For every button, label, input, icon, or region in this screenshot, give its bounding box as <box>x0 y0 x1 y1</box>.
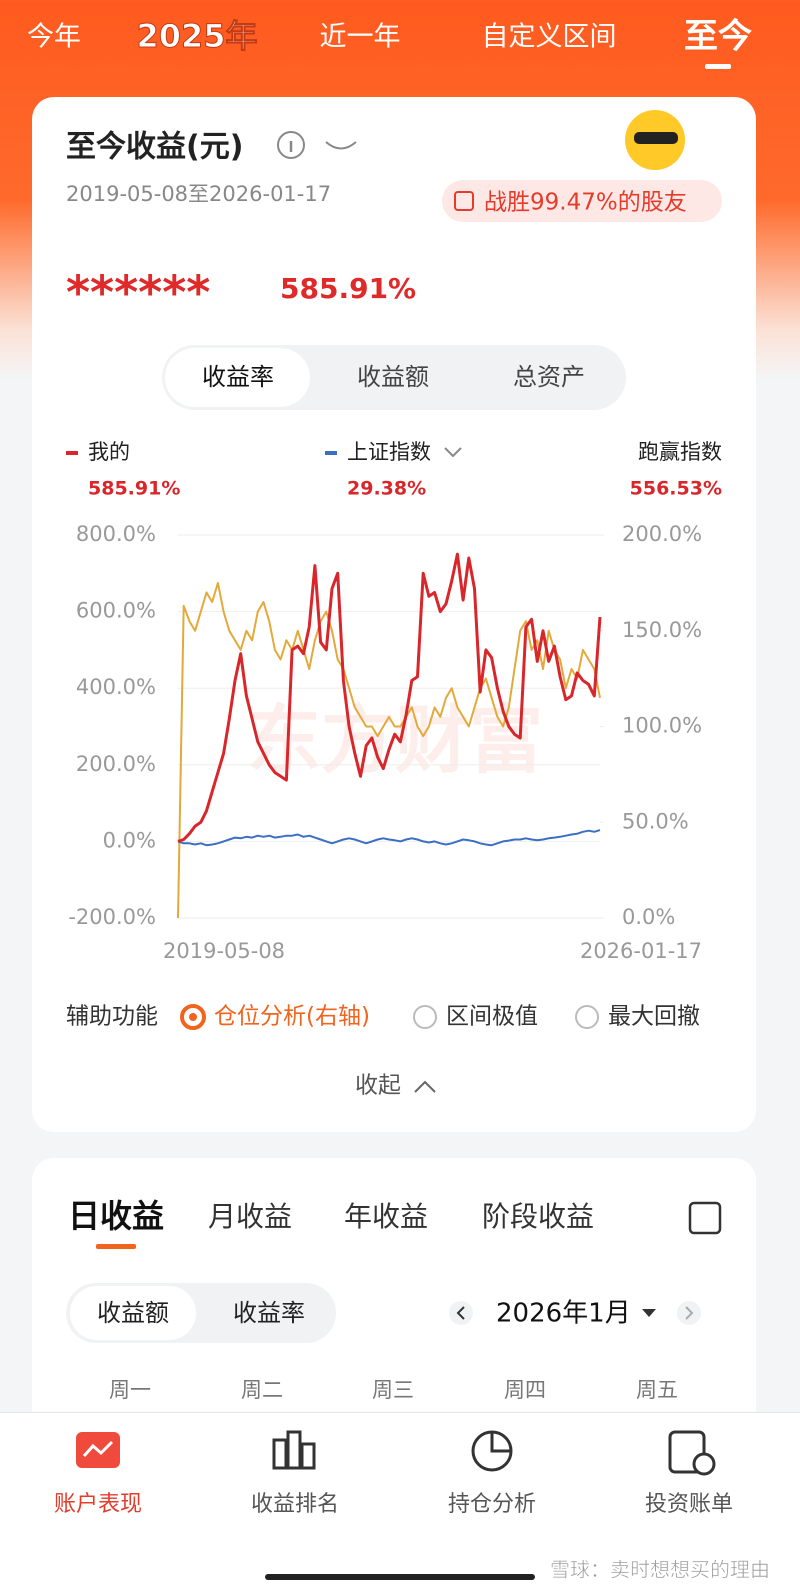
y2-tick-label: 0.0% <box>622 905 675 929</box>
series-line <box>177 581 601 919</box>
prev-month[interactable] <box>449 1301 473 1325</box>
next-month[interactable] <box>677 1301 701 1325</box>
weekday: 周三 <box>372 1378 414 1402</box>
radio-dot <box>189 1013 197 1021</box>
summary-card <box>32 97 756 1132</box>
segment[interactable]: 收益额 <box>357 363 429 391</box>
masked-amount: ****** <box>66 266 210 320</box>
eye-icon <box>325 141 357 150</box>
card-title: 至今收益(元) <box>66 130 243 165</box>
nav-icon <box>490 1432 511 1453</box>
legend-value: 585.91% <box>88 478 180 500</box>
nav-icon <box>286 1430 302 1470</box>
nav-icon <box>692 1452 716 1476</box>
nav-icon-line <box>82 1440 114 1458</box>
y-tick-label: -200.0% <box>68 905 156 929</box>
y-tick-label: 400.0% <box>76 675 156 699</box>
segment-selected <box>165 348 310 407</box>
header-tab[interactable]: 近一年 <box>320 22 401 53</box>
header-tab[interactable]: 自定义区间 <box>482 22 617 53</box>
emoji-glasses <box>634 132 678 144</box>
nav-label[interactable]: 收益排名 <box>251 1492 339 1517</box>
share-icon <box>688 1201 722 1235</box>
daily-tab[interactable]: 月收益 <box>208 1200 292 1233</box>
aux-option[interactable]: 最大回撤 <box>608 1004 700 1030</box>
y2-tick-label: 100.0% <box>622 714 702 738</box>
weekday: 周一 <box>109 1378 151 1402</box>
nav-label[interactable]: 账户表现 <box>54 1492 142 1517</box>
legend-label: 我的 <box>88 440 130 464</box>
header-tab[interactable]: 2025年 <box>136 17 258 56</box>
weekday: 周四 <box>504 1378 546 1402</box>
y-tick-label: 200.0% <box>76 752 156 776</box>
nav-label[interactable]: 投资账单 <box>645 1492 733 1517</box>
header-tab[interactable]: 今年 <box>27 22 81 53</box>
nav-icon <box>300 1442 316 1470</box>
series-line <box>177 829 601 847</box>
nav-icon <box>272 1438 288 1470</box>
header-tab[interactable]: 至今 <box>684 17 752 57</box>
daily-tab[interactable]: 阶段收益 <box>482 1200 594 1233</box>
dropdown-chevron <box>444 447 462 458</box>
toggle-selected <box>70 1286 196 1340</box>
badge: 战胜99.47%的股友 <box>484 190 687 216</box>
toggle-option[interactable]: 收益额 <box>97 1299 169 1327</box>
y-tick-label: 0.0% <box>103 828 156 852</box>
weekday: 周二 <box>241 1378 283 1402</box>
badge-bg <box>442 180 722 222</box>
total-return: 585.91% <box>280 272 416 305</box>
segment[interactable]: 总资产 <box>513 363 585 391</box>
next-arrow <box>685 1306 694 1320</box>
aux-option[interactable]: 区间极值 <box>446 1004 538 1030</box>
aux-label: 辅助功能 <box>66 1004 158 1030</box>
daily-tab[interactable]: 日收益 <box>68 1197 164 1235</box>
tab-underline <box>705 64 731 69</box>
share-icon <box>454 191 474 211</box>
legend-label: 上证指数 <box>347 440 431 464</box>
toggle-option[interactable]: 收益率 <box>233 1299 305 1327</box>
y2-tick-label: 150.0% <box>622 618 702 642</box>
y2-tick-label: 50.0% <box>622 809 689 833</box>
series-line <box>177 552 602 843</box>
aux-option[interactable]: 仓位分析(右轴) <box>214 1004 370 1030</box>
watermark: 东方财富 <box>247 698 543 784</box>
footer-watermark: 雪球：卖时想想买的理由 <box>550 1558 770 1582</box>
x-tick-label: 2019-05-08 <box>163 939 285 963</box>
month-dropdown <box>642 1309 656 1317</box>
y-tick-label: 800.0% <box>76 522 156 546</box>
legend-value: 556.53% <box>630 478 722 500</box>
legend-value: 29.38% <box>347 478 426 500</box>
daily-tab[interactable]: 年收益 <box>344 1200 428 1233</box>
y2-tick-label: 200.0% <box>622 522 702 546</box>
home-indicator <box>265 1574 535 1580</box>
tab-underline <box>96 1244 136 1249</box>
radio[interactable] <box>413 1005 437 1029</box>
y-tick-label: 600.0% <box>76 599 156 623</box>
nav-label[interactable]: 持仓分析 <box>448 1492 536 1517</box>
month-label: 2026年1月 <box>496 1299 631 1329</box>
date-range: 2019-05-08至2026-01-17 <box>66 182 331 206</box>
radio[interactable] <box>575 1005 599 1029</box>
prev-arrow <box>456 1306 465 1320</box>
segment[interactable]: 收益率 <box>202 363 274 391</box>
collapse-chevron <box>414 1080 436 1093</box>
bottom-nav <box>0 1412 800 1592</box>
info-icon <box>277 131 305 159</box>
x-tick-label: 2026-01-17 <box>580 939 702 963</box>
nav-icon <box>668 1430 706 1474</box>
legend-label: 跑赢指数 <box>638 440 722 464</box>
collapse[interactable]: 收起 <box>355 1073 401 1099</box>
weekday: 周五 <box>636 1378 678 1402</box>
